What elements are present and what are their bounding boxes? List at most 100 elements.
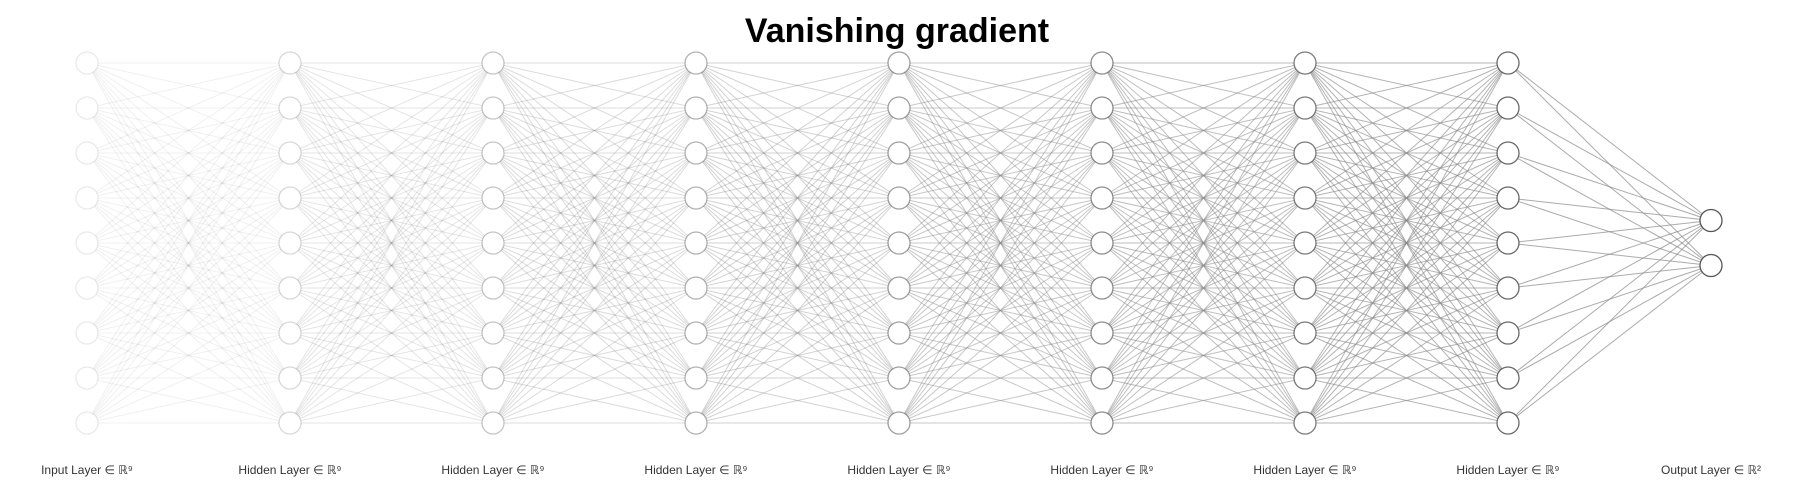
connection-edge: [86, 152, 291, 244]
connection-edge: [695, 62, 900, 334]
connection-edge: [289, 62, 494, 289]
connection-edge: [695, 62, 900, 424]
connection-edge: [492, 287, 697, 334]
connection-edge: [898, 62, 1103, 199]
connection-edge: [695, 242, 900, 379]
connection-edge: [86, 287, 291, 424]
connection-edge: [86, 62, 291, 109]
connection-edge: [1101, 242, 1306, 424]
connection-edge: [695, 107, 900, 244]
connection-edge: [86, 107, 291, 199]
connection-edge: [492, 332, 697, 379]
connection-edge: [898, 107, 1103, 424]
connection-edge: [86, 107, 291, 244]
connection-edge: [289, 287, 494, 379]
connection-edge: [492, 152, 697, 199]
connection-edge: [86, 242, 291, 424]
neuron-node: [481, 231, 505, 255]
connection-edge: [289, 62, 494, 379]
connection-edge: [492, 242, 697, 424]
connection-edge: [492, 197, 697, 334]
connection-edge: [492, 152, 697, 244]
connection-edge: [898, 62, 1103, 109]
connection-edge: [898, 152, 1103, 244]
neuron-node: [1293, 321, 1317, 345]
connection-edge: [86, 152, 291, 334]
connection-edge: [289, 107, 494, 424]
connection-edge: [492, 242, 697, 379]
connection-edge: [289, 287, 494, 334]
connection-edge: [1304, 107, 1509, 424]
connection-edge: [289, 62, 494, 199]
neuron-node: [887, 276, 911, 300]
connection-edge: [86, 62, 291, 199]
connection-edge: [898, 62, 1103, 154]
neuron-node: [684, 186, 708, 210]
connection-edge: [86, 152, 291, 379]
connection-edge: [1304, 62, 1509, 199]
connection-edge: [898, 377, 1103, 424]
connection-edge: [492, 107, 697, 424]
connection-edge: [86, 197, 291, 334]
connection-edge: [289, 287, 494, 424]
connection-edge: [1304, 377, 1509, 424]
connection-edge: [898, 152, 1103, 244]
connection-edge: [492, 62, 697, 379]
connection-edge: [1507, 220, 1712, 289]
connection-edge: [695, 107, 900, 199]
connection-edge: [492, 107, 697, 289]
connection-edge: [492, 107, 697, 379]
connection-edge: [492, 332, 697, 379]
connection-edge: [695, 152, 900, 244]
connection-edge: [492, 62, 697, 334]
connection-edge: [695, 242, 900, 424]
connection-edge: [898, 197, 1103, 244]
connection-edge: [898, 287, 1103, 334]
connection-edge: [1101, 152, 1306, 424]
neuron-node: [1496, 186, 1520, 210]
connection-edge: [289, 152, 494, 289]
connection-edge: [289, 152, 494, 424]
connection-edge: [86, 197, 291, 379]
connection-edge: [86, 152, 291, 379]
connection-edge: [1101, 197, 1306, 424]
neuron-node: [1496, 321, 1520, 345]
connection-edge: [86, 62, 291, 154]
neuron-node: [684, 411, 708, 435]
connection-edge: [86, 287, 291, 379]
connection-edge: [1304, 152, 1509, 424]
connection-edge: [898, 197, 1103, 424]
connection-edge: [86, 62, 291, 379]
connection-edge: [898, 107, 1103, 154]
connection-edge: [695, 107, 900, 154]
connection-edge: [898, 152, 1103, 424]
connection-edge: [492, 197, 697, 244]
connection-edge: [289, 62, 494, 379]
connection-edge: [1304, 62, 1509, 379]
neuron-node: [1090, 411, 1114, 435]
connection-edge: [898, 197, 1103, 334]
connection-edge: [86, 107, 291, 289]
connection-edge: [492, 152, 697, 334]
connection-edge: [86, 107, 291, 154]
connection-edge: [289, 152, 494, 199]
neuron-node: [684, 321, 708, 345]
connection-edge: [492, 107, 697, 244]
neuron-node: [684, 96, 708, 120]
connection-edge: [289, 332, 494, 379]
connection-edge: [289, 107, 494, 244]
connection-edge: [1507, 152, 1712, 221]
connection-edge: [492, 62, 697, 334]
connection-edge: [695, 62, 900, 109]
connection-edge: [492, 62, 697, 199]
connection-edge: [289, 242, 494, 334]
neuron-node: [684, 231, 708, 255]
connection-edge: [289, 287, 494, 379]
connection-edge: [289, 62, 494, 424]
connection-edge: [695, 197, 900, 289]
connection-edge: [289, 332, 494, 424]
connection-edge: [86, 197, 291, 289]
connection-edge: [289, 332, 494, 379]
connection-edge: [695, 332, 900, 379]
neuron-node: [481, 96, 505, 120]
